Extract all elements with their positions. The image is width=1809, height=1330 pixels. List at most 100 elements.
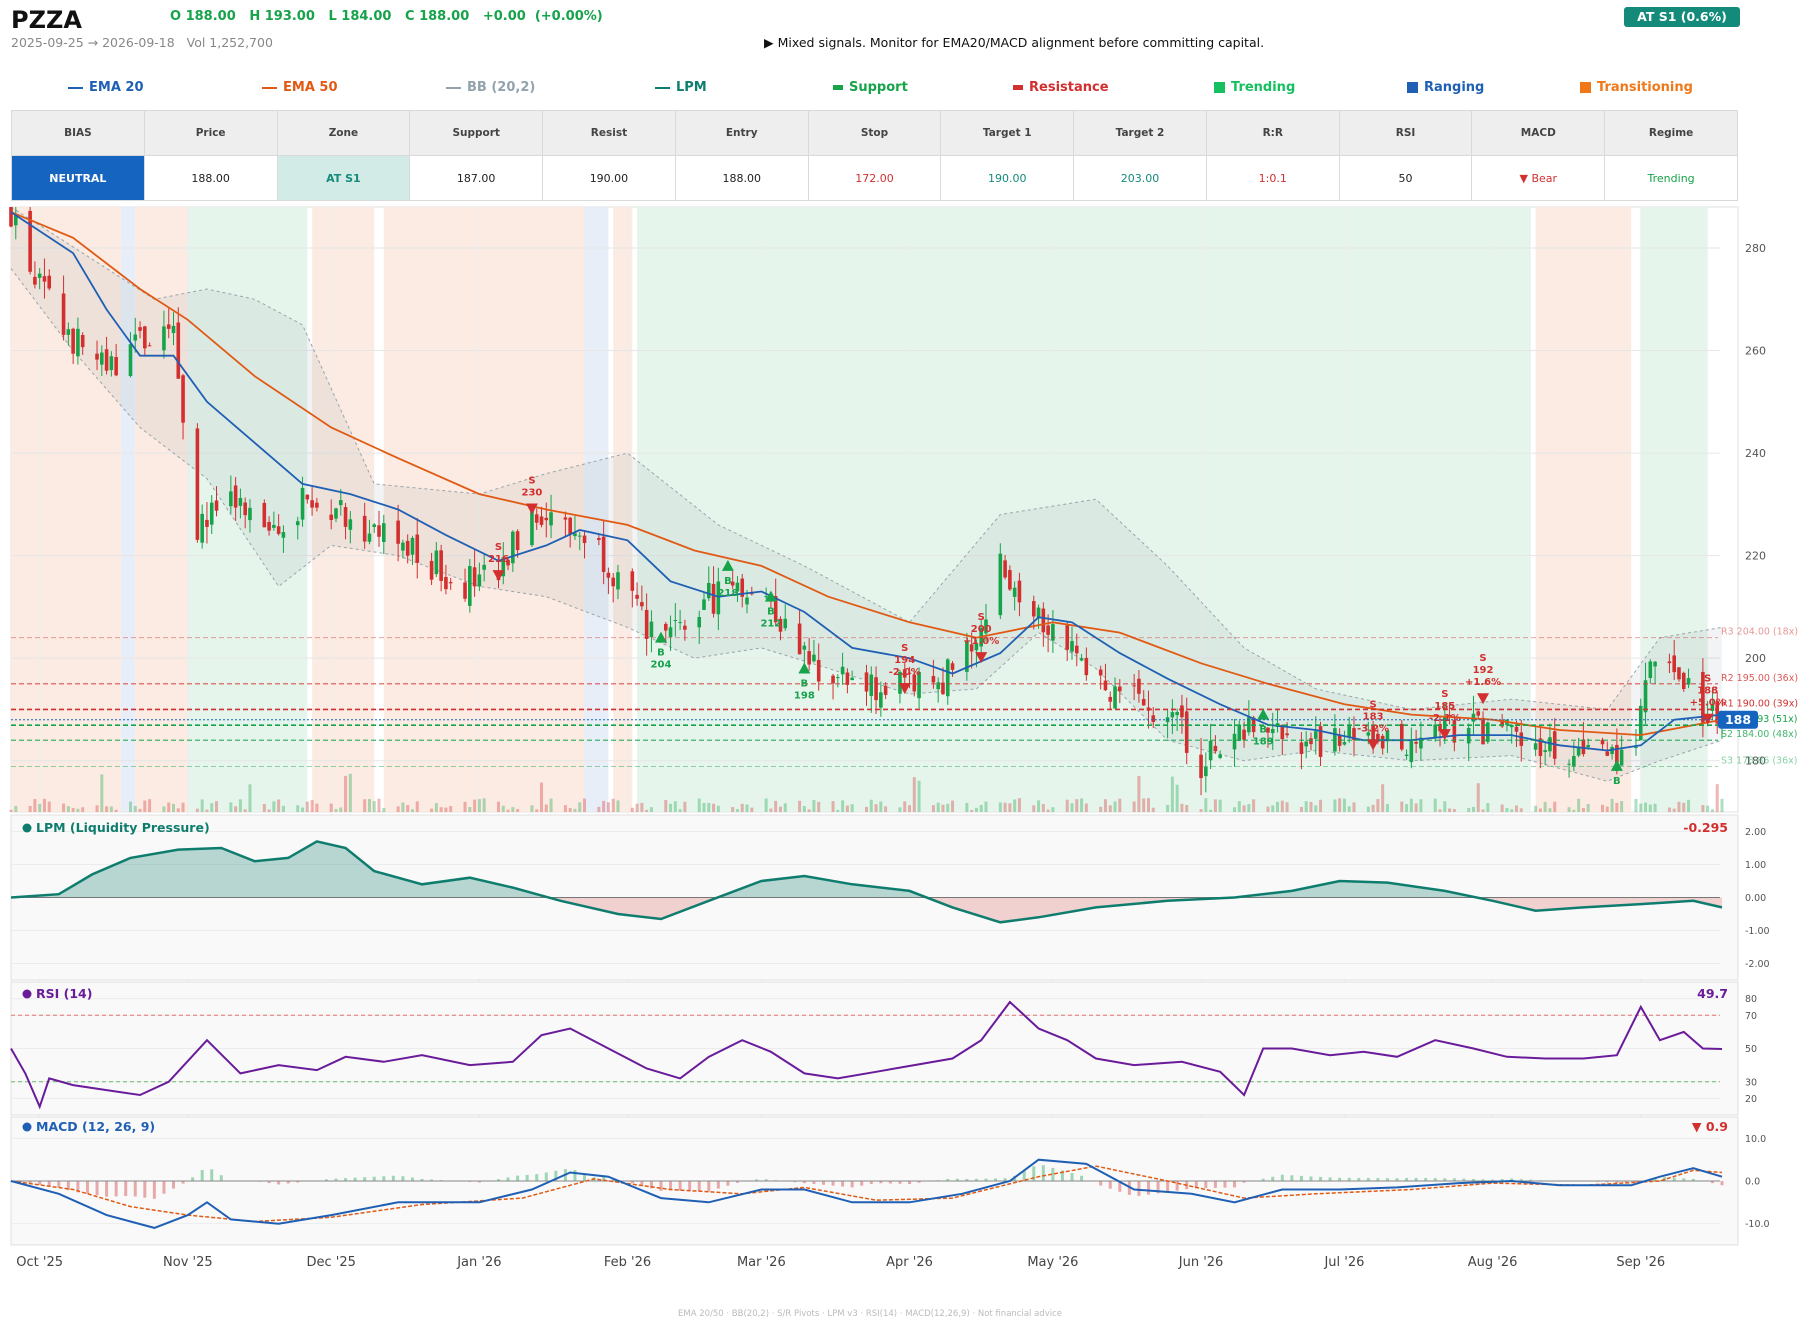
candle-body [778,618,783,632]
candle-body [773,596,778,623]
candle-body [635,594,639,599]
volume-bar [277,799,281,812]
table-value-zone: AT S1 [276,155,411,201]
volume-bar [716,805,720,812]
x-tick-label: Apr '26 [886,1255,933,1270]
trade-marker-line: +1.0% [963,636,999,647]
candle-body [515,531,520,551]
candle-body [668,627,673,637]
candle-body [511,531,515,564]
volume-bar [95,805,99,812]
trade-marker-line: 230 [522,488,543,499]
volume-bar [195,808,199,812]
volume-bar [807,809,811,812]
macd-histogram-bar [324,1179,328,1181]
volume-bar [1146,798,1150,812]
volume-bar [1209,809,1213,812]
candle-body [697,617,702,628]
volume-bar [1682,802,1686,812]
candle-body [673,619,678,622]
volume-bar [1080,798,1084,812]
candle-body [1031,601,1036,617]
volume-bar [602,800,606,812]
volume-bar [401,802,405,812]
macd-histogram-bar [124,1181,128,1197]
candle-body [1433,724,1438,739]
candle-body [143,326,147,349]
trade-marker-label: B 198 [794,678,815,701]
volume-bar [1438,809,1442,812]
candle-body [836,677,840,679]
sell-marker-icon [492,570,505,582]
macd-histogram-bar [171,1181,175,1189]
volume-bar [1280,800,1284,812]
regime-band-trending [637,207,1531,812]
sell-marker-icon [898,682,911,694]
candle-body [663,623,668,631]
candle-body [969,644,974,652]
candle-body [305,494,310,500]
candle-body [1347,724,1352,737]
volume-bar [229,802,233,812]
macd-histogram-bar [1041,1165,1045,1181]
candle-body [76,328,80,357]
macd-histogram-bar [1491,1179,1495,1181]
macd-histogram-bar [1060,1170,1064,1181]
volume-bar [1514,805,1518,812]
macd-histogram-bar [764,1179,768,1181]
candle-body [482,564,486,570]
volume-bar [965,802,969,812]
macd-histogram-bar [1691,1178,1695,1181]
volume-bar [630,807,634,812]
volume-bar [238,799,242,812]
volume-bar [262,804,266,812]
macd-histogram-bar [114,1181,118,1197]
volume-bar [903,801,907,812]
candle-body [1371,725,1375,741]
macd-title-dot [22,1122,32,1132]
lpm-panel: 2.00 1.00 0.00 -1.00 -2.00 [10,814,1770,981]
regime-band-transition [135,207,188,812]
table-header-bias: BIAS [11,110,145,156]
trade-marker-label: B 189 [1253,725,1274,748]
volume-bar [1299,806,1303,812]
candle-body [850,677,854,681]
macd-histogram-bar [1051,1167,1055,1181]
buy-marker-icon [1610,759,1623,771]
macd-histogram-bar [1672,1177,1676,1181]
candle-body [37,273,42,278]
macd-histogram-bar [602,1177,606,1181]
candle-body [262,502,267,528]
macd-histogram-bar [496,1179,500,1181]
macd-histogram-bar [95,1181,99,1196]
volume-bar [1017,798,1021,812]
candle-body [166,324,171,329]
macd-histogram-bar [908,1181,912,1185]
x-tick-label: Jul '26 [1323,1255,1364,1270]
volume-bar [1500,804,1504,812]
candle-body [1041,608,1046,633]
macd-histogram-bar [898,1181,902,1184]
candle-body [1266,727,1270,733]
candle-body [864,672,869,692]
volume-bar [1276,801,1280,812]
buy-marker-icon [798,662,811,674]
legend-item-support: Support [833,80,908,95]
volume-bar [1381,784,1385,812]
volume-bar [678,809,682,812]
candle-body [80,335,85,348]
volume-bar [845,805,849,812]
sub-panel-tick-label: 10.0 [1745,1134,1766,1145]
trade-marker-label: S 230 [522,476,543,499]
candle-body [501,557,506,577]
candle-body [243,502,247,516]
regime-bands [11,207,1708,812]
candle-body [1638,705,1643,741]
macd-histogram-bar [573,1170,577,1181]
volume-bar [1008,803,1012,812]
macd-histogram-bar [831,1181,835,1186]
volume-bar [439,807,443,812]
macd-histogram-bar [793,1181,797,1183]
legend-item-resistance: Resistance [1013,80,1109,95]
macd-histogram-bar [1080,1175,1084,1181]
